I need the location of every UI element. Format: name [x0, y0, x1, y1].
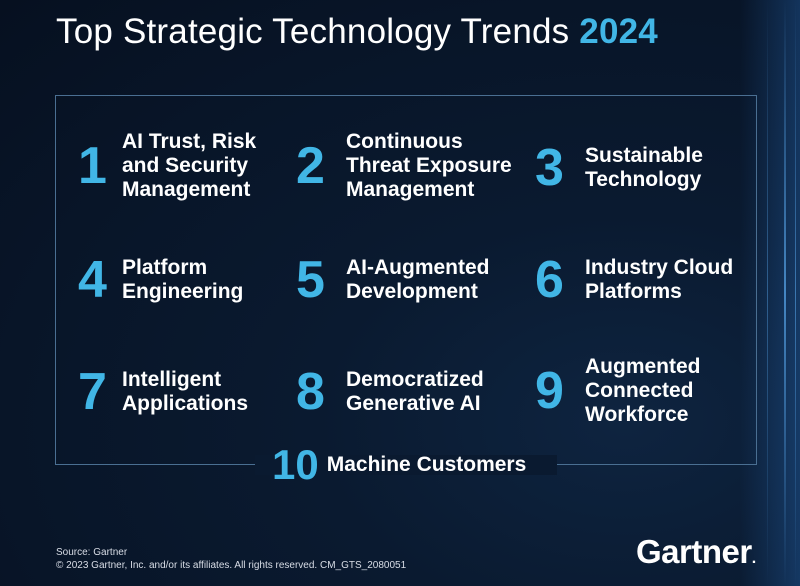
trend-number: 1 [78, 137, 107, 195]
logo-mark: . [751, 550, 756, 567]
trend-item-3: 3 Sustainable Technology [535, 142, 703, 194]
trend-number: 5 [296, 251, 325, 309]
copyright-note: © 2023 Gartner, Inc. and/or its affiliat… [56, 560, 407, 571]
title-text: Top Strategic Technology Trends [56, 12, 580, 51]
trend-label: AI-Augmented Development [346, 256, 490, 303]
trend-label: Machine Customers [326, 453, 527, 476]
trend-item-5: 5 AI-Augmented Development [296, 254, 490, 306]
trend-item-6: 6 Industry Cloud Platforms [535, 254, 733, 306]
trend-label: Industry Cloud Platforms [585, 256, 734, 303]
background-glow [740, 0, 800, 586]
trend-label: Continuous Threat Exposure Management [346, 130, 512, 201]
logo-text: Gartner [636, 533, 752, 570]
trend-item-4: 4 Platform Engineering [78, 254, 243, 306]
trend-number: 9 [535, 362, 564, 420]
trend-label: Platform Engineering [122, 256, 244, 303]
light-streak [795, 0, 796, 586]
light-streak [767, 0, 768, 586]
page-title: Top Strategic Technology Trends 2024 [56, 12, 658, 52]
trend-number: 10 [272, 441, 319, 488]
trend-number: 7 [78, 363, 107, 421]
trend-label: Intelligent Applications [122, 368, 249, 415]
trend-item-10: 10 Machine Customers [272, 444, 526, 486]
trend-number: 4 [78, 251, 107, 309]
trend-label: AI Trust, Risk and Security Management [122, 130, 257, 201]
gartner-logo: Gartner. [636, 533, 756, 571]
trend-number: 8 [296, 363, 325, 421]
trend-item-1: 1 AI Trust, Risk and Security Management [78, 130, 256, 202]
title-year: 2024 [579, 12, 658, 51]
trend-number: 6 [535, 251, 564, 309]
trend-label: Democratized Generative AI [346, 368, 484, 415]
trend-item-2: 2 Continuous Threat Exposure Management [296, 130, 512, 202]
trend-number: 2 [296, 137, 325, 195]
trend-item-7: 7 Intelligent Applications [78, 366, 248, 418]
light-streak [784, 0, 786, 586]
trend-item-8: 8 Democratized Generative AI [296, 366, 484, 418]
trend-label: Augmented Connected Workforce [585, 355, 701, 426]
frame-gap [255, 455, 557, 475]
source-note: Source: Gartner [56, 547, 128, 558]
trend-number: 3 [535, 139, 564, 197]
trend-item-9: 9 Augmented Connected Workforce [535, 355, 701, 427]
trend-label: Sustainable Technology [585, 144, 703, 191]
